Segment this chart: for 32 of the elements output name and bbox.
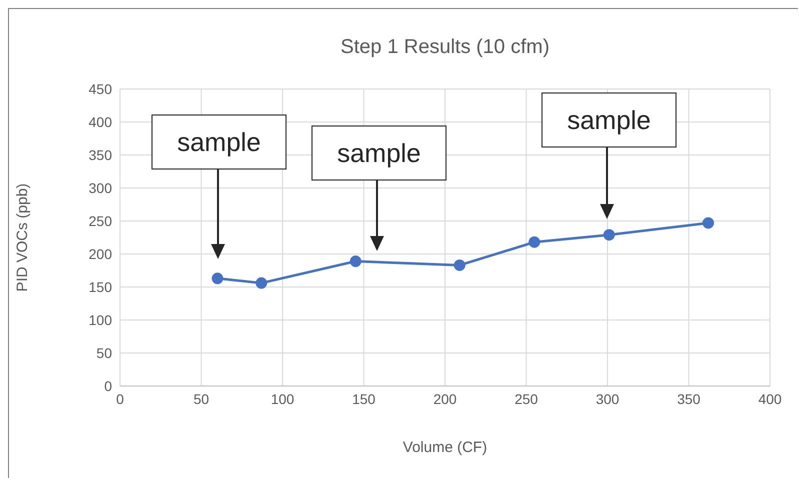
annotation: sample <box>177 127 261 157</box>
point <box>702 217 714 229</box>
point <box>528 236 540 248</box>
y-tick-label: 150 <box>88 278 112 295</box>
x-tick-label: 50 <box>193 390 210 407</box>
annotation: sample <box>337 138 421 168</box>
y-tick-label: 0 <box>104 378 112 394</box>
x-tick-label: 0 <box>116 390 124 407</box>
x-axis-title: Volume (CF) <box>402 439 488 456</box>
x-tick-label: 200 <box>433 390 457 407</box>
y-tick-label: 200 <box>88 246 112 262</box>
x-tick-label: 150 <box>352 390 376 407</box>
point <box>454 259 466 271</box>
point <box>350 256 362 268</box>
point <box>256 277 268 289</box>
y-tick-label: 450 <box>88 80 112 97</box>
chart-title: Step 1 Results (10 cfm) <box>340 36 550 58</box>
x-tick-label: 400 <box>758 390 782 407</box>
y-axis-title: PID VOCs (ppb) <box>14 183 31 292</box>
y-tick-label: 300 <box>88 180 112 196</box>
point <box>212 272 224 284</box>
y-tick-label: 250 <box>88 212 112 229</box>
y-tick-label: 100 <box>88 312 112 328</box>
annotation: sample <box>567 105 651 135</box>
point <box>603 229 615 241</box>
x-tick-label: 350 <box>677 390 701 407</box>
y-tick-label: 50 <box>96 344 112 361</box>
x-tick-label: 300 <box>596 390 620 407</box>
x-tick-label: 250 <box>514 390 538 407</box>
y-tick-label: 350 <box>88 146 112 163</box>
y-tick-label: 400 <box>88 114 112 130</box>
x-tick-label: 100 <box>270 390 294 407</box>
